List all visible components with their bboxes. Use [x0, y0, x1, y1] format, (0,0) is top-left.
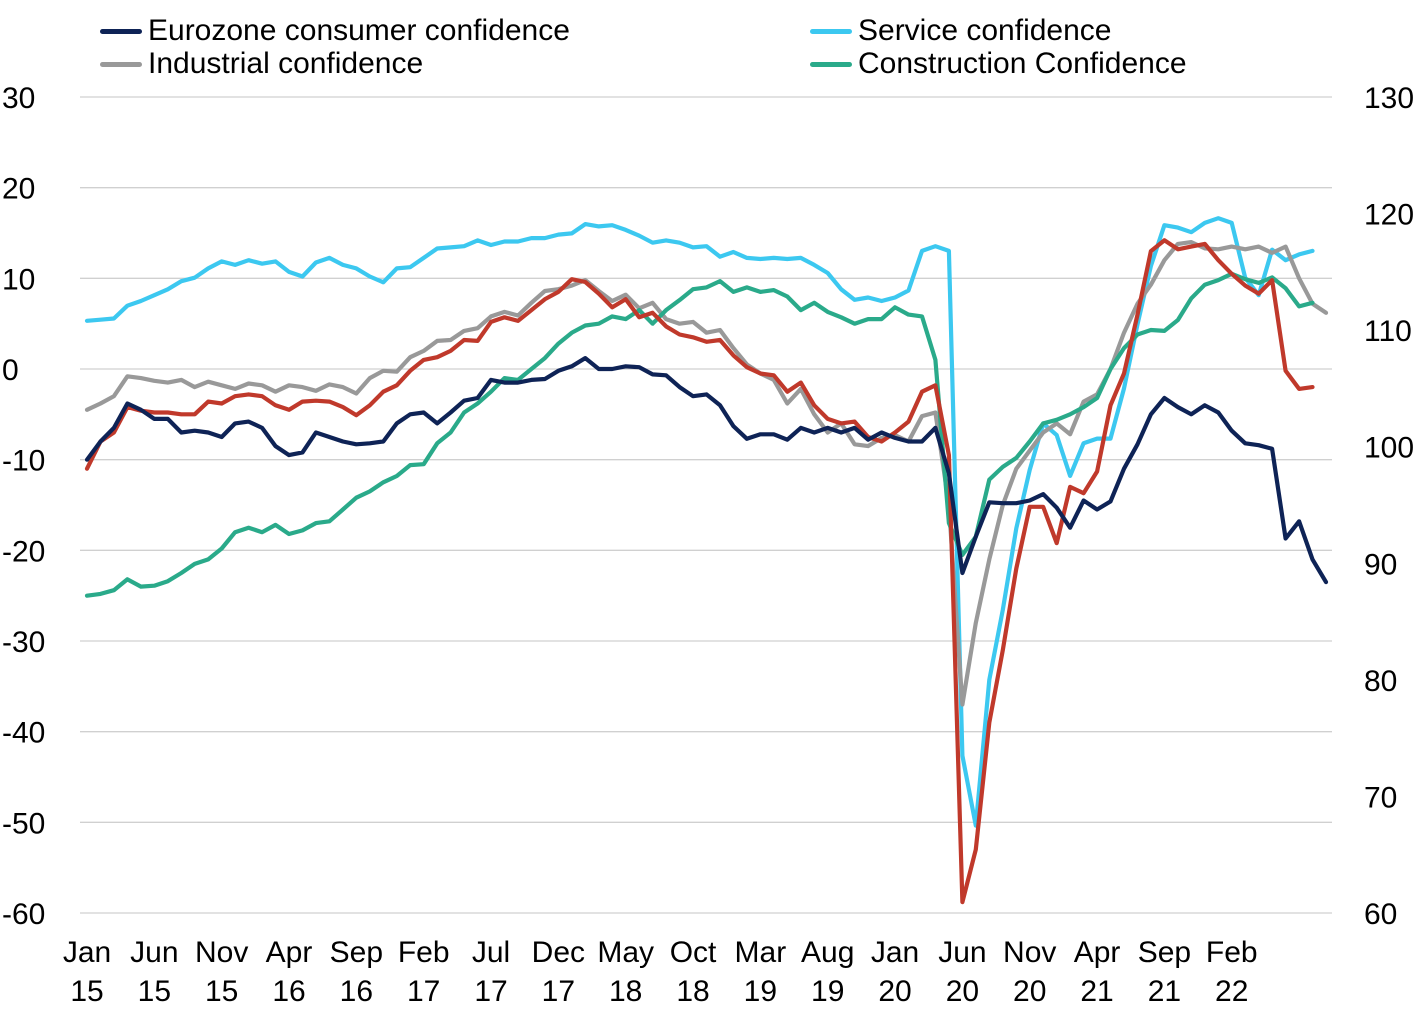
x-tick-month: Jun — [938, 936, 986, 969]
x-tick-month: Feb — [398, 936, 450, 969]
left-tick-label: -60 — [2, 898, 45, 931]
right-tick-label: 60 — [1364, 898, 1397, 931]
legend-label: Construction Confidence — [858, 47, 1187, 80]
right-tick-label: 70 — [1364, 781, 1397, 814]
x-tick-year: 20 — [946, 975, 979, 1008]
left-axis-ticks: 30 20 10 0 -10 -20 -30 -40 -50 -60 — [2, 82, 45, 931]
legend-item: Service confidence — [810, 14, 1111, 48]
left-tick-label: -40 — [2, 717, 45, 750]
construction-confidence-line — [84, 271, 1315, 598]
legend-swatch — [100, 61, 142, 67]
x-tick-year: 20 — [878, 975, 911, 1008]
x-tick-year: 15 — [205, 975, 238, 1008]
x-tick-month: Dec — [532, 936, 585, 969]
x-axis-ticks: Jan 15 Jun 15 Nov 15 Apr 16 Sep 16 Feb 17 Jul 17 Dec 17… — [63, 936, 1258, 1008]
x-tick-year: 16 — [272, 975, 305, 1008]
legend-item: Industrial confidence — [100, 47, 423, 81]
x-tick-year: 17 — [474, 975, 507, 1008]
left-tick-label: 0 — [2, 354, 19, 387]
x-tick-month: Jul — [472, 936, 510, 969]
series-lines — [84, 216, 1329, 905]
x-tick-month: Apr — [266, 936, 313, 969]
x-tick-month: Feb — [1206, 936, 1258, 969]
x-tick-month: Oct — [670, 936, 717, 969]
right-tick-label: 120 — [1364, 199, 1414, 232]
right-axis-ticks: 130 120 110 100 90 80 70 60 — [1364, 82, 1414, 931]
x-tick-year: 17 — [407, 975, 440, 1008]
x-tick-month: Jan — [63, 936, 111, 969]
x-tick-month: Jun — [130, 936, 178, 969]
legend-item: Eurozone consumer confidence — [100, 14, 570, 48]
legend-swatch — [100, 28, 142, 34]
x-tick-year: 21 — [1148, 975, 1181, 1008]
x-tick-year: 17 — [542, 975, 575, 1008]
x-tick-month: Aug — [801, 936, 854, 969]
left-tick-label: 30 — [2, 82, 35, 115]
unlabelled-series-line — [84, 238, 1315, 905]
gridlines — [80, 96, 1332, 914]
chart-legend: Eurozone consumer confidence Service conf… — [100, 14, 1300, 86]
x-tick-year: 16 — [340, 975, 373, 1008]
x-tick-month: Nov — [1003, 936, 1056, 969]
left-tick-label: 20 — [2, 173, 35, 206]
right-tick-label: 100 — [1364, 432, 1414, 465]
legend-label: Service confidence — [858, 14, 1112, 47]
left-tick-label: 10 — [2, 263, 35, 296]
left-tick-label: -30 — [2, 626, 45, 659]
x-tick-month: Sep — [1138, 936, 1191, 969]
x-tick-month: Sep — [330, 936, 383, 969]
legend-swatch — [810, 28, 852, 34]
legend-label: Eurozone consumer confidence — [148, 14, 570, 47]
x-tick-month: Mar — [735, 936, 787, 969]
x-tick-year: 18 — [676, 975, 709, 1008]
service-confidence-line — [84, 216, 1315, 828]
x-tick-month: May — [597, 936, 654, 969]
industrial-confidence-line — [84, 240, 1329, 707]
x-tick-year: 15 — [70, 975, 103, 1008]
x-tick-year: 15 — [138, 975, 171, 1008]
legend-swatch — [810, 61, 852, 67]
x-tick-year: 19 — [744, 975, 777, 1008]
right-tick-label: 110 — [1364, 315, 1412, 348]
x-tick-year: 21 — [1080, 975, 1113, 1008]
x-tick-month: Apr — [1074, 936, 1121, 969]
x-tick-month: Jan — [871, 936, 919, 969]
x-tick-year: 22 — [1215, 975, 1248, 1008]
right-tick-label: 90 — [1364, 548, 1397, 581]
x-tick-year: 20 — [1013, 975, 1046, 1008]
eurozone-consumer-confidence-line — [84, 356, 1329, 585]
x-tick-month: Nov — [195, 936, 248, 969]
legend-label: Industrial confidence — [148, 47, 424, 80]
right-tick-label: 130 — [1364, 82, 1414, 115]
right-tick-label: 80 — [1364, 665, 1397, 698]
x-tick-year: 18 — [609, 975, 642, 1008]
legend-item: Construction Confidence — [810, 47, 1187, 81]
left-tick-label: -50 — [2, 807, 45, 840]
x-tick-year: 19 — [811, 975, 844, 1008]
left-tick-label: -20 — [2, 535, 45, 568]
left-tick-label: -10 — [2, 445, 45, 478]
